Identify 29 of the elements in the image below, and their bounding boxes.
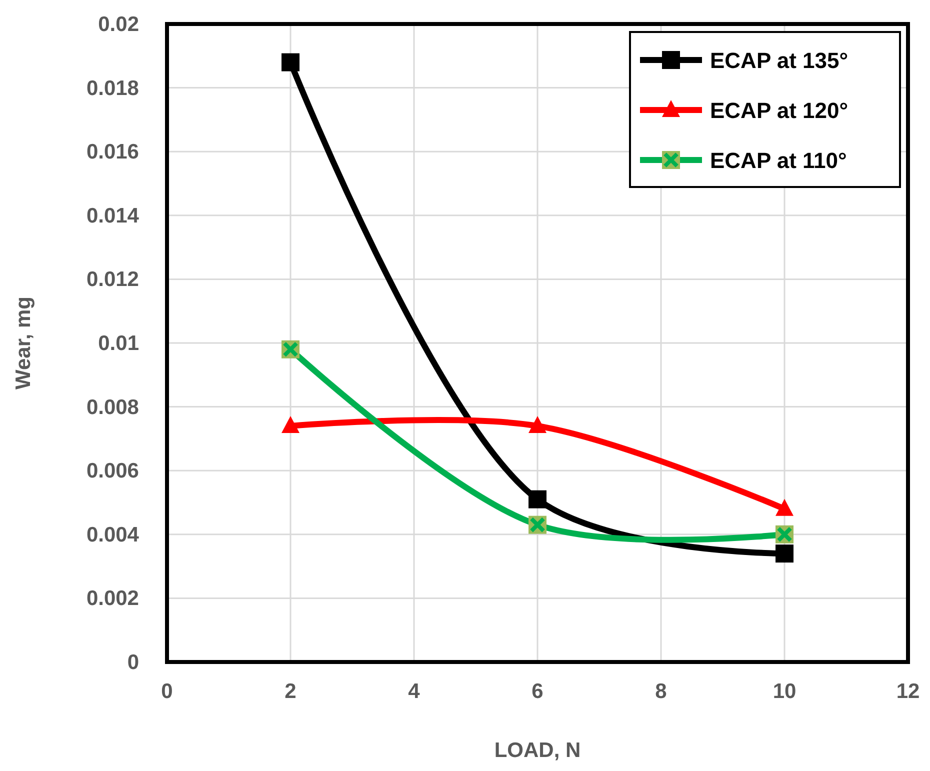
legend-label: ECAP at 120° [710, 98, 848, 123]
legend-label: ECAP at 110° [710, 148, 847, 173]
x-tick-label: 0 [161, 680, 173, 703]
y-tick-label: 0.016 [86, 140, 139, 164]
x-axis-title: LOAD, N [494, 739, 581, 762]
point [282, 416, 300, 433]
y-tick-label: 0.008 [86, 396, 140, 419]
y-tick-label: 0.02 [98, 13, 139, 36]
x-tick-label: 12 [896, 680, 920, 703]
point [528, 416, 546, 433]
y-tick-label: 0.002 [86, 587, 139, 610]
y-tick-label: 0.014 [86, 204, 140, 228]
x-tick-label: 8 [655, 680, 668, 703]
x-tick-label: 10 [772, 680, 796, 703]
x-tick-label: 2 [284, 680, 296, 703]
y-tick-label: 0.01 [98, 332, 140, 355]
legend-label: ECAP at 135° [710, 48, 848, 73]
x-tick-label: 6 [532, 680, 544, 703]
x-tick-label: 4 [408, 680, 420, 703]
y-tick-label: 0.006 [86, 460, 139, 483]
y-tick-label: 0.018 [86, 76, 140, 100]
point [776, 498, 794, 516]
y-tick-label: 0.012 [86, 268, 139, 292]
y-tick-label: 0.004 [86, 523, 140, 546]
point [776, 544, 794, 563]
point [282, 53, 300, 72]
y-tick-label: 0 [127, 651, 139, 674]
y-axis-title: Wear, mg [12, 296, 35, 390]
point [528, 490, 546, 508]
